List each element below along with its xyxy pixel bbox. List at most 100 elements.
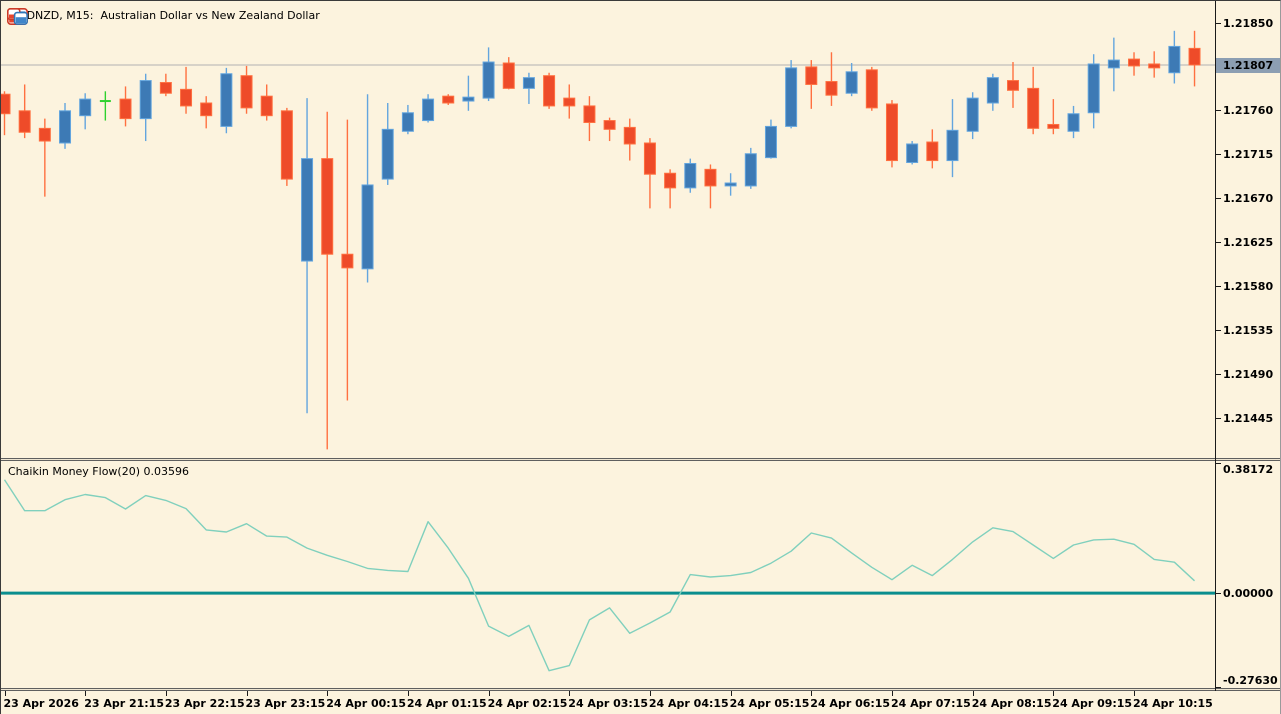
time-axis-label: 24 Apr 05:15 xyxy=(729,697,810,710)
candle-body xyxy=(906,143,919,164)
time-axis-label: 24 Apr 03:15 xyxy=(568,697,649,710)
candle-body xyxy=(159,82,172,94)
candle-body xyxy=(422,98,435,122)
price-axis-label: 1.21490 xyxy=(1223,367,1274,381)
price-tick xyxy=(1215,329,1221,331)
time-tick xyxy=(1134,691,1135,696)
candle-body xyxy=(805,66,818,85)
time-tick xyxy=(4,691,6,696)
time-tick xyxy=(246,691,248,696)
time-axis[interactable]: 23 Apr 2026 23 Apr 21:15 23 Apr 22:15 23 Ap… xyxy=(1,691,1280,714)
candle-body xyxy=(442,95,455,104)
price-tick xyxy=(1215,154,1221,156)
candle-body xyxy=(18,110,31,133)
candle-body xyxy=(1087,63,1100,114)
candle-body xyxy=(1128,58,1141,67)
price-tick xyxy=(1215,373,1221,375)
cmf-indicator-chart xyxy=(1,479,1215,672)
time-axis-label: 24 Apr 09:15 xyxy=(1052,697,1133,710)
candle-body xyxy=(1188,47,1201,66)
candle-body xyxy=(522,77,535,89)
candle-body xyxy=(381,128,394,180)
price-axis-label: 1.21625 xyxy=(1223,236,1274,249)
candle-body xyxy=(845,71,858,94)
price-axis-label: 1.21445 xyxy=(1223,411,1274,425)
time-axis-label: 24 Apr 08:15 xyxy=(971,697,1052,710)
candle-body xyxy=(1168,45,1181,74)
candle-body xyxy=(482,61,495,99)
indicator-axis-label: 0.00000 xyxy=(1223,586,1274,600)
candle-body xyxy=(220,73,233,127)
candle-body xyxy=(79,98,92,117)
candle-body xyxy=(583,105,596,124)
candle-body xyxy=(764,125,777,159)
time-tick xyxy=(1053,691,1055,696)
price-axis[interactable]: 1.21807 1.21850 1.21760 1.21715 1.21670 1.21… xyxy=(1215,1,1280,691)
candle-body xyxy=(502,62,515,89)
price-axis-label: 1.21535 xyxy=(1223,323,1274,337)
candle-body xyxy=(704,168,717,187)
time-tick xyxy=(649,691,651,696)
pane-separator[interactable] xyxy=(1,458,1280,461)
candle-body xyxy=(1007,80,1019,91)
candle-body xyxy=(865,69,878,109)
time-tick xyxy=(730,691,732,696)
candle-body xyxy=(280,110,293,180)
price-tick xyxy=(1215,198,1221,200)
chart-windows-icon[interactable] xyxy=(7,8,28,25)
indicator-axis-label: 0.38172 xyxy=(1223,462,1274,476)
candle-body xyxy=(119,98,132,120)
bottom-separator xyxy=(1,688,1280,691)
indicator-pane[interactable]: Chaikin Money Flow(20) 0.03596 xyxy=(1,462,1215,688)
indicator-tick xyxy=(1215,686,1221,688)
price-chart-pane[interactable]: AUDNZD, M15: Australian Dollar vs New Ze… xyxy=(1,1,1215,458)
time-tick xyxy=(85,691,87,696)
candle-body xyxy=(664,172,677,189)
time-tick xyxy=(488,691,490,696)
candle-body xyxy=(1107,59,1120,69)
candle-body xyxy=(1047,123,1060,129)
candle-body xyxy=(986,77,999,104)
candle-body xyxy=(825,81,838,96)
price-tick xyxy=(1215,417,1221,419)
candle-body xyxy=(1067,113,1080,132)
axis-border-line xyxy=(1215,1,1216,691)
time-tick xyxy=(892,691,893,696)
time-axis-label: 24 Apr 00:15 xyxy=(326,697,406,710)
chart-header: AUDNZD, M15: Australian Dollar vs New Ze… xyxy=(7,8,320,25)
time-tick xyxy=(569,691,571,696)
candlestick-chart xyxy=(1,30,1215,450)
candle-body xyxy=(643,142,656,175)
time-axis-label: 23 Apr 22:15 xyxy=(164,697,245,710)
time-tick xyxy=(327,691,329,696)
price-axis-label: 1.21670 xyxy=(1223,192,1274,206)
candle-body xyxy=(1148,63,1161,69)
price-tick xyxy=(1215,110,1221,112)
candle-body xyxy=(260,95,273,117)
time-axis-label: 24 Apr 04:15 xyxy=(648,697,729,710)
candle-body xyxy=(744,153,757,187)
indicator-tick xyxy=(1215,592,1221,594)
price-tick xyxy=(1215,285,1221,287)
candle-body xyxy=(966,97,979,132)
cmf-line xyxy=(3,479,1196,672)
candle-body xyxy=(200,102,213,117)
candle-body xyxy=(623,126,636,145)
time-axis-label: 24 Apr 06:15 xyxy=(810,697,891,710)
candle-body xyxy=(462,96,475,102)
time-axis-label: 24 Apr 02:15 xyxy=(487,697,568,710)
price-tick xyxy=(1215,22,1221,24)
candle-body xyxy=(401,112,414,132)
price-axis-label: 1.21580 xyxy=(1223,279,1274,293)
time-axis-label: 24 Apr 01:15 xyxy=(406,697,487,710)
candle-body xyxy=(926,141,939,162)
time-axis-label: 24 Apr 10:15 xyxy=(1133,697,1213,710)
candle-body xyxy=(885,103,898,162)
candle-body xyxy=(240,75,253,109)
indicator-tick xyxy=(1215,462,1221,464)
candle-body xyxy=(38,127,51,142)
time-axis-label: 23 Apr 23:15 xyxy=(245,697,326,710)
time-tick xyxy=(407,691,409,696)
candle-body xyxy=(59,110,72,144)
candle-body xyxy=(341,253,354,269)
